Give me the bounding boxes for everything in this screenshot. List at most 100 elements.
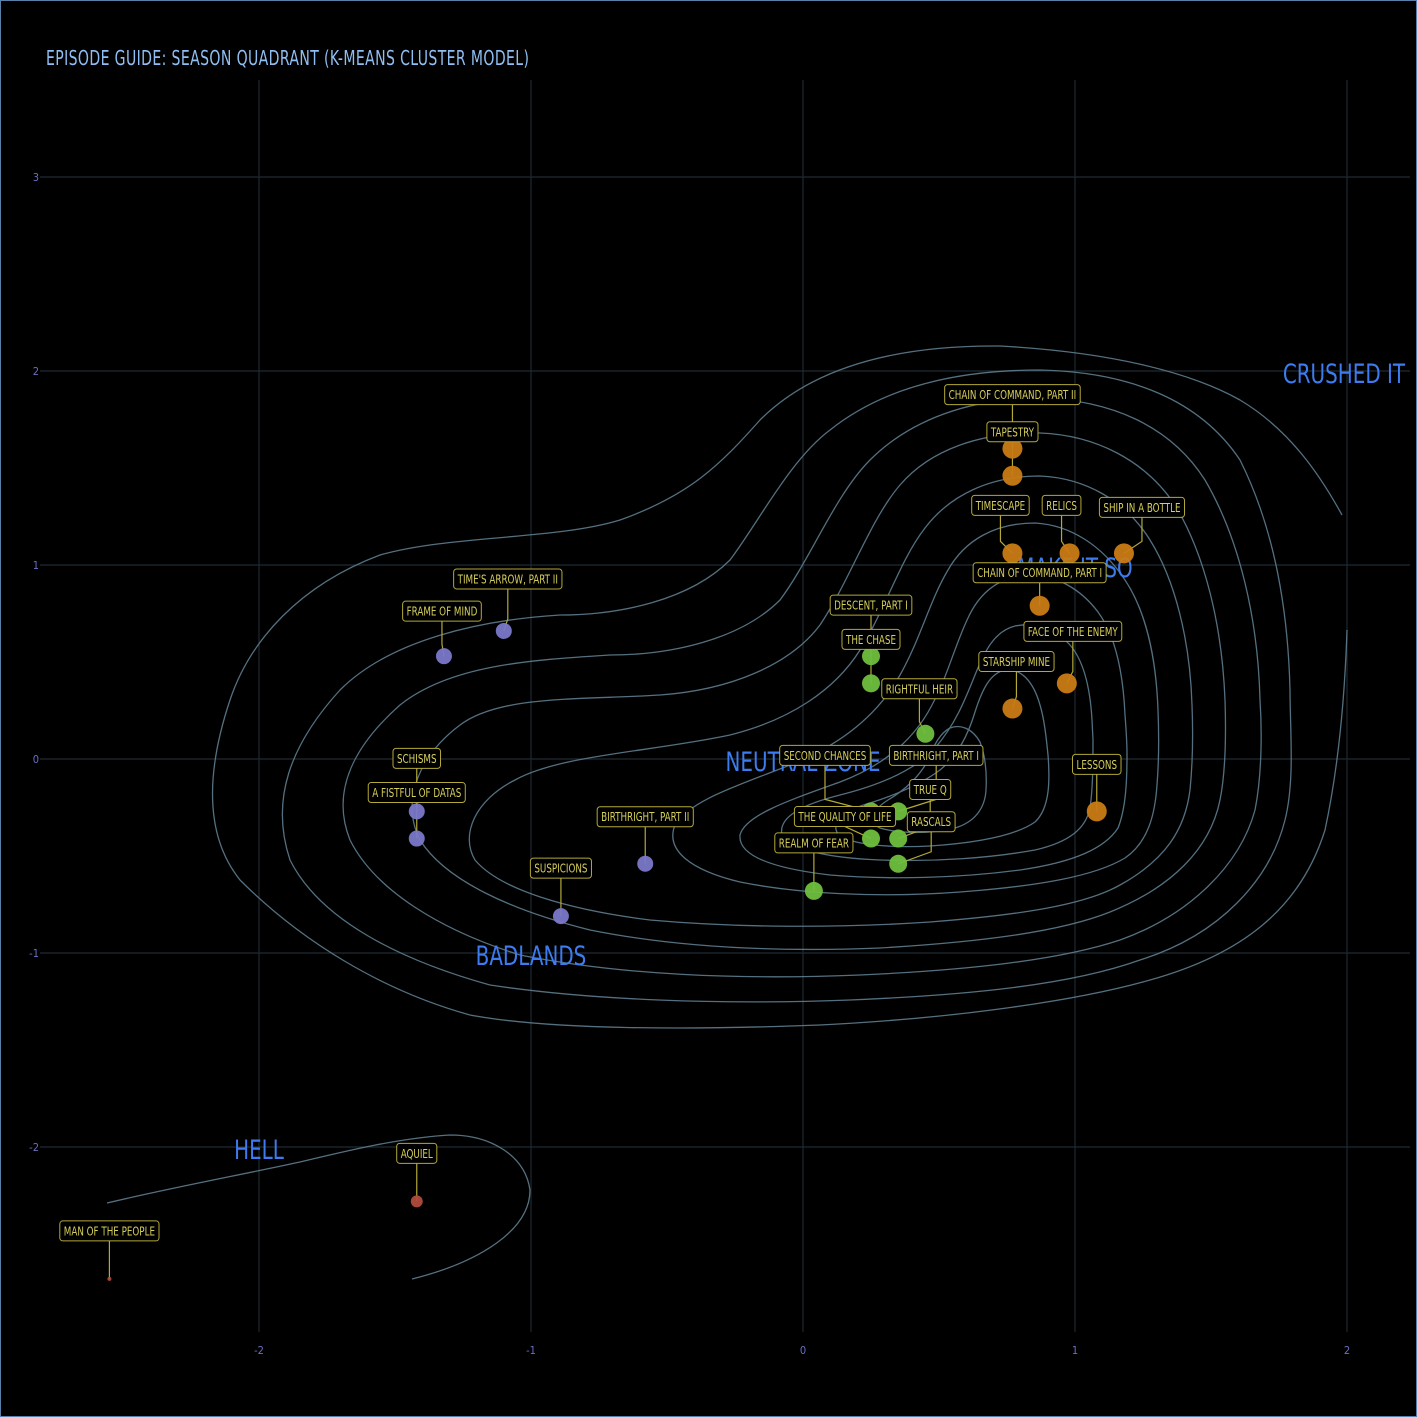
point-label: REALM OF FEAR [779, 836, 849, 850]
data-point [1002, 698, 1023, 719]
point-label: CHAIN OF COMMAND, PART II [949, 388, 1077, 402]
data-point [410, 1195, 423, 1208]
point-label-box [841, 628, 901, 650]
contour-line [739, 574, 1128, 879]
point-label-box [529, 857, 592, 879]
data-point [862, 647, 880, 666]
contour-line [211, 345, 1348, 1029]
point-label-box [392, 747, 442, 769]
y-tick-label: 0 [33, 753, 39, 766]
data-point [495, 622, 512, 639]
data-point [408, 803, 425, 820]
x-tick-label: 2 [1344, 1344, 1350, 1357]
point-label: BIRTHRIGHT, PART II [601, 810, 689, 824]
contour-line [672, 522, 1160, 896]
point-label: RIGHTFUL HEIR [886, 682, 953, 696]
point-label: A FISTFUL OF DATAS [372, 786, 461, 800]
data-point [862, 829, 880, 848]
x-tick-label: -1 [526, 1344, 536, 1357]
point-label-box [986, 421, 1039, 443]
point-label-box [906, 811, 956, 833]
point-label-box [829, 594, 913, 616]
point-label: TRUE Q [913, 783, 947, 797]
point-label: CHAIN OF COMMAND, PART I [977, 566, 1102, 580]
data-point [1086, 801, 1107, 822]
y-tick-label: -2 [29, 1141, 39, 1154]
data-point [1056, 673, 1077, 694]
data-point [408, 830, 425, 847]
point-label: THE CHASE [845, 633, 896, 647]
x-tick-label: -2 [254, 1344, 264, 1357]
point-label: FRAME OF MIND [407, 605, 478, 619]
region-label: HELL [234, 1134, 284, 1166]
data-point [637, 855, 654, 872]
point-label-box [402, 600, 482, 622]
data-point [1113, 543, 1134, 564]
data-point [435, 648, 452, 665]
data-point [1029, 595, 1050, 616]
point-label-box [793, 806, 897, 828]
data-point [552, 908, 569, 925]
data-point [1002, 465, 1023, 486]
point-label-box [453, 568, 563, 590]
contour-line [468, 475, 1194, 927]
point-label-box [971, 494, 1030, 516]
point-label: RELICS [1046, 499, 1077, 513]
data-point [804, 881, 823, 900]
y-tick-label: 3 [33, 171, 39, 184]
label-leader [897, 831, 932, 865]
point-label: SHIP IN A BOTTLE [1103, 501, 1180, 515]
y-tick-label: 1 [33, 559, 39, 572]
data-point [1002, 438, 1023, 459]
point-label: DESCENT, PART I [834, 599, 908, 613]
point-label-box [59, 1220, 160, 1242]
point-label-box [888, 744, 984, 766]
y-tick-label: 2 [33, 365, 39, 378]
contour-line [281, 369, 1292, 1003]
point-label: THE QUALITY OF LIFE [798, 810, 892, 824]
point-label: MAN OF THE PEOPLE [64, 1224, 155, 1238]
point-label: LESSONS [1076, 758, 1117, 772]
point-label-box [1041, 494, 1082, 516]
point-label: STARSHIP MINE [983, 655, 1050, 669]
point-label-box [1098, 496, 1186, 518]
point-label: SECOND CHANCES [784, 749, 867, 763]
axes: -2 -1 0 1 2 -2 -1 0 1 2 3 [29, 171, 1350, 1357]
point-label: TIME'S ARROW, PART II [457, 572, 558, 586]
point-label: FACE OF THE ENEMY [1028, 625, 1119, 639]
region-label: CRUSHED IT [1283, 358, 1406, 390]
data-point [916, 724, 935, 743]
point-label: TAPESTRY [990, 425, 1035, 439]
point-label-box [367, 782, 466, 804]
x-tick-label: 0 [800, 1344, 806, 1357]
contour-line [780, 624, 1094, 862]
point-label-box [596, 806, 694, 828]
density-contours [106, 345, 1348, 1280]
point-label-box [1071, 753, 1122, 775]
point-label-box [774, 832, 854, 854]
chart-title: EPISODE GUIDE: SEASON QUADRANT (K-MEANS … [46, 46, 530, 70]
point-label: SUSPICIONS [534, 861, 587, 875]
data-point [1059, 543, 1080, 564]
contour-line [106, 1134, 531, 1280]
point-label: BIRTHRIGHT, PART I [893, 749, 979, 763]
point-label-box [972, 562, 1107, 584]
point-label-box [779, 744, 871, 766]
point-label-box [909, 779, 952, 801]
point-label: TIMESCAPE [975, 499, 1025, 513]
point-label-box [978, 651, 1055, 673]
point-label-box [1023, 620, 1123, 642]
data-point [889, 854, 908, 873]
point-labels: CHAIN OF COMMAND, PART II TAPESTRY TIMESCA… [59, 384, 1186, 1242]
contour-line [411, 432, 1227, 951]
point-label: SCHISMS [397, 752, 437, 766]
region-label: BADLANDS [476, 940, 587, 972]
data-point [1002, 543, 1023, 564]
point-label: AQUIEL [401, 1147, 433, 1161]
x-tick-label: 1 [1072, 1344, 1078, 1357]
y-tick-label: -1 [29, 947, 39, 960]
data-point [889, 829, 908, 848]
point-label-box [944, 384, 1081, 406]
point-label-box [881, 678, 958, 700]
